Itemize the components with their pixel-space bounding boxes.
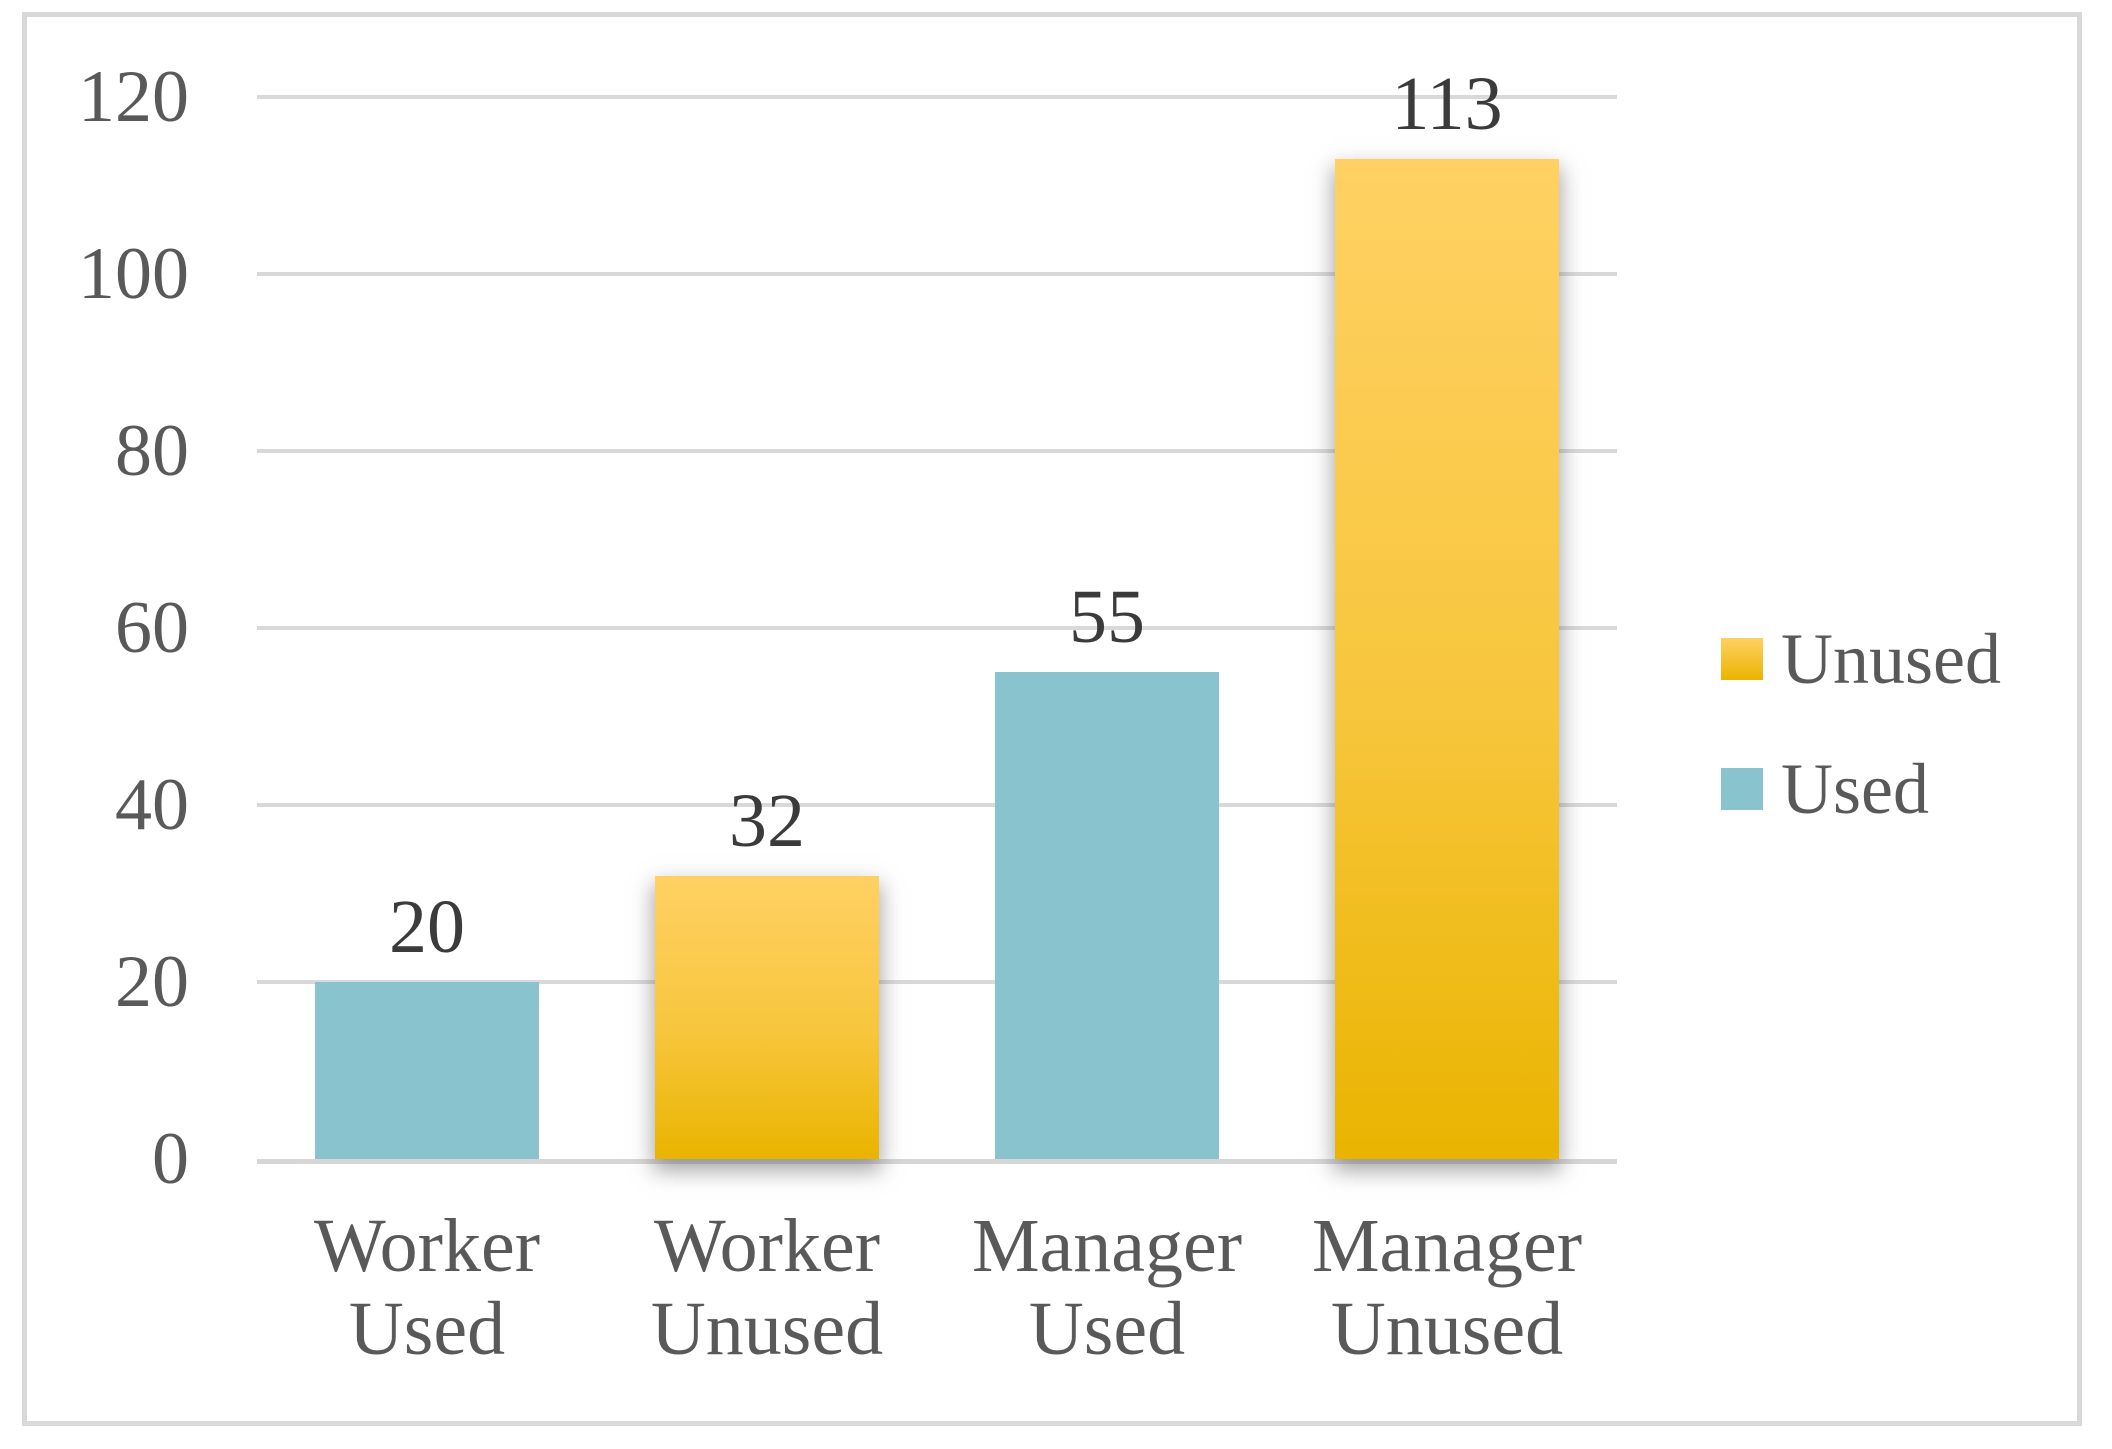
bar-manager-unused [1335, 159, 1559, 1159]
gridline [257, 980, 1617, 984]
gridline [257, 449, 1617, 453]
bar-worker-unused [655, 876, 879, 1159]
y-axis-tick-label: 100 [78, 233, 189, 315]
gridline [257, 272, 1617, 276]
gridline [257, 95, 1617, 99]
x-category-label-manager-unused: Manager Unused [1311, 1204, 1583, 1371]
bar-worker-used [315, 982, 539, 1159]
chart-frame: 0 20 40 60 80 100 120 20 Worker Used 32 Worker Unu… [22, 12, 2082, 1426]
bar-manager-used [995, 672, 1219, 1159]
y-axis-tick-label: 80 [115, 410, 189, 492]
bar-value-label: 32 [729, 779, 805, 864]
y-axis-tick-label: 120 [78, 56, 189, 138]
legend-swatch-used-icon [1721, 768, 1763, 810]
gridline [257, 626, 1617, 630]
y-axis-tick-label: 0 [152, 1118, 189, 1200]
y-axis-tick-label: 20 [115, 941, 189, 1023]
x-category-label-worker-used: Worker Used [314, 1204, 540, 1371]
legend-entry-label: Unused [1781, 618, 2001, 699]
y-axis-tick-label: 60 [115, 587, 189, 669]
y-axis-tick-label: 40 [115, 764, 189, 846]
x-category-label-manager-used: Manager Used [971, 1204, 1243, 1371]
bar-value-label: 55 [1069, 575, 1145, 660]
legend-entry-unused: Unused [1721, 614, 2001, 704]
legend-entry-used: Used [1721, 744, 2001, 834]
gridline [257, 803, 1617, 807]
plot-area: 0 20 40 60 80 100 120 20 Worker Used 32 Worker Unu… [78, 56, 1617, 1370]
x-category-label-worker-unused: Worker Unused [650, 1204, 884, 1371]
legend-swatch-unused-icon [1721, 638, 1763, 680]
legend: Unused Used [1721, 614, 2001, 874]
gridline [257, 1159, 1617, 1164]
bar-value-label: 20 [389, 885, 465, 970]
bar-value-label: 113 [1391, 62, 1503, 147]
legend-entry-label: Used [1781, 748, 1929, 829]
